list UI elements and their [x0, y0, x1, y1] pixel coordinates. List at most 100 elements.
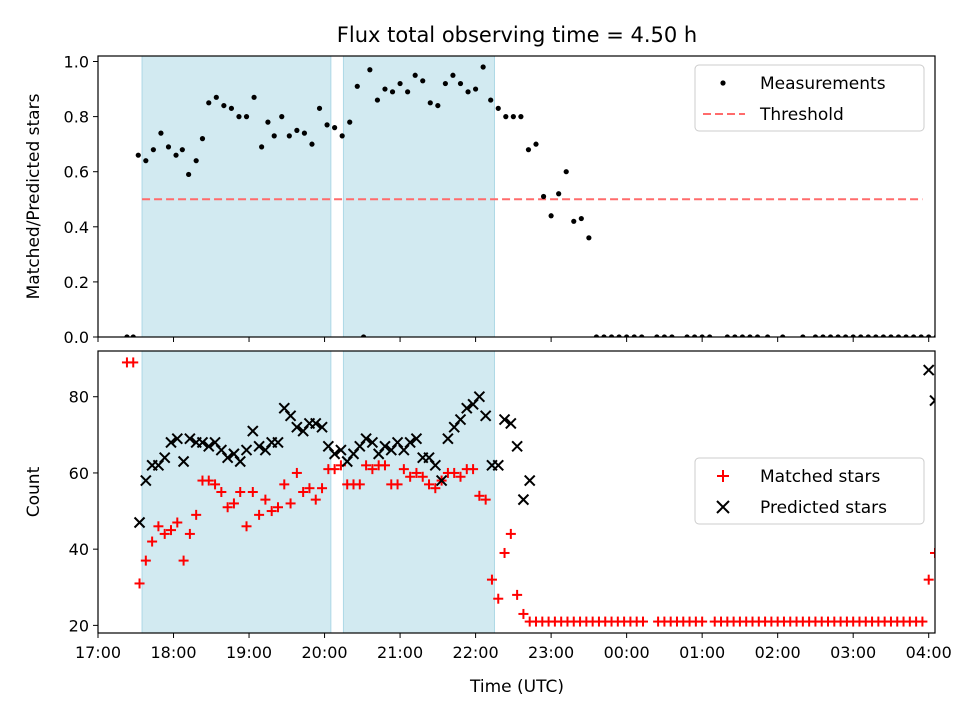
predicted-star-marker — [316, 421, 328, 433]
measurement-point — [571, 218, 577, 224]
plot-area — [121, 351, 935, 633]
matched-star-marker — [166, 525, 177, 536]
measurement-point — [835, 334, 841, 337]
measurement-point — [495, 105, 501, 111]
measurement-point — [332, 125, 338, 131]
measurement-point — [324, 122, 330, 128]
measurement-point — [179, 147, 185, 153]
legend-label: Predicted stars — [760, 498, 887, 518]
matched-star-marker — [449, 467, 460, 478]
measurement-point — [556, 191, 562, 197]
matched-star-marker — [379, 460, 390, 471]
predicted-star-marker — [184, 432, 196, 445]
matched-star-marker — [279, 479, 290, 490]
matched-star-marker — [285, 498, 296, 509]
measurement-point — [465, 89, 471, 95]
predicted-star-marker — [360, 432, 372, 445]
measurement-point — [397, 80, 403, 87]
matched-star-marker — [247, 487, 258, 497]
matched-star-marker — [203, 475, 214, 486]
matched-star-marker — [304, 483, 315, 494]
matched-star-marker — [235, 487, 246, 497]
measurement-point — [661, 334, 667, 337]
measurement-point — [199, 136, 206, 142]
measurement-point — [765, 334, 771, 337]
measurement-point — [624, 334, 630, 337]
matched-star-marker — [260, 494, 271, 505]
predicted-star-marker — [404, 436, 416, 449]
matched-star-marker — [468, 464, 479, 475]
y-tick-label: 1.0 — [64, 53, 89, 72]
x-tick-label: 02:00 — [755, 643, 801, 662]
predicted-star-marker — [203, 440, 215, 452]
measurement-point — [941, 334, 946, 339]
matched-star-marker — [272, 502, 283, 513]
measurement-point — [518, 114, 524, 120]
measurement-point — [165, 144, 172, 150]
predicted-star-marker — [454, 413, 467, 426]
predicted-star-marker — [410, 432, 423, 445]
measurement-point — [480, 64, 486, 70]
predicted-star-marker — [272, 436, 284, 449]
matched-star-marker — [486, 574, 497, 585]
measurement-point — [956, 334, 960, 339]
measurement-point — [843, 334, 849, 337]
measurement-point — [354, 83, 360, 89]
measurement-point — [639, 334, 645, 337]
matched-star-marker — [140, 555, 151, 566]
plot-area — [124, 56, 960, 339]
measurement-point — [251, 94, 257, 100]
measurement-point — [827, 334, 834, 337]
matched-star-marker — [310, 494, 321, 505]
measurement-point — [724, 334, 730, 337]
measurement-point — [707, 334, 713, 337]
matched-star-marker — [241, 521, 252, 532]
predicted-star-marker — [511, 440, 523, 452]
matched-star-marker — [210, 479, 221, 490]
observing-window-band — [342, 56, 495, 337]
measurement-point — [259, 144, 265, 150]
measurement-point — [616, 334, 622, 337]
predicted-star-marker — [234, 455, 246, 468]
matched-star-marker — [923, 574, 934, 585]
x-tick-label: 21:00 — [377, 643, 423, 662]
matched-star-marker — [228, 498, 239, 509]
measurement-point — [173, 152, 179, 158]
measurement-point — [754, 334, 761, 337]
matched-star-marker — [930, 547, 935, 558]
measurement-point — [918, 334, 924, 337]
measurement-point — [389, 89, 396, 95]
predicted-star-marker — [524, 474, 536, 487]
ratio-panel: 0.0 0.2 0.4 0.6 0.8 1.0 Matched/Predicted star… — [24, 53, 960, 347]
x-tick-label: 01:00 — [679, 643, 725, 662]
measurement-point — [243, 114, 250, 120]
matched-star-marker — [298, 487, 309, 497]
y-tick-label: 80 — [69, 388, 89, 407]
measurement-point — [150, 147, 156, 153]
predicted-star-marker — [310, 417, 322, 430]
measurement-point — [339, 133, 345, 139]
measurement-point — [895, 334, 902, 337]
predicted-star-marker — [492, 459, 504, 472]
measurement-point — [691, 334, 698, 337]
measurement-point — [265, 119, 271, 125]
measurement-point — [374, 97, 381, 103]
predicted-star-marker — [140, 474, 152, 487]
measurement-point — [654, 334, 660, 337]
measurement-point — [812, 334, 819, 337]
matched-star-marker — [505, 528, 516, 539]
measurement-point — [382, 86, 388, 92]
matched-star-marker — [178, 555, 189, 566]
predicted-star-marker — [505, 417, 517, 430]
measurement-point — [286, 133, 292, 139]
y-tick-label: 60 — [69, 464, 89, 483]
predicted-star-marker — [498, 413, 511, 426]
matched-star-marker — [153, 521, 164, 532]
legend-label: Matched stars — [760, 467, 880, 487]
measurement-point — [206, 100, 212, 106]
matched-star-marker — [499, 547, 510, 558]
predicted-star-marker — [922, 364, 935, 376]
measurement-point — [880, 334, 886, 337]
measurement-point — [601, 334, 607, 337]
